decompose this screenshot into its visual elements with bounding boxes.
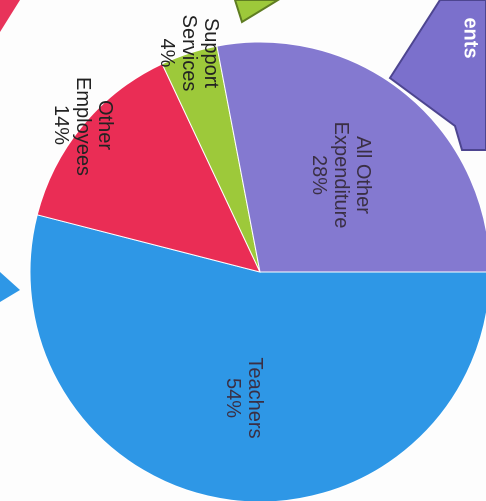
arrow-label: ents — [459, 17, 482, 59]
slice-label: Teachers 54% — [222, 333, 266, 463]
pie-slice — [29, 214, 486, 501]
category-label: All Other Expenditure — [329, 121, 374, 228]
value-label: 4% — [155, 38, 178, 68]
arrow-shape — [233, 0, 280, 24]
slice-label: Other Employees 14% — [49, 77, 116, 177]
category-label: Support Services — [177, 14, 222, 92]
arrow-shape — [0, 0, 20, 32]
category-label: Other Employees — [71, 77, 116, 177]
value-label: 54% — [222, 377, 245, 418]
arrow-shape — [0, 272, 20, 302]
slice-label: All Other Expenditure 28% — [308, 110, 374, 240]
pie-slice — [216, 41, 486, 273]
value-label: 28% — [307, 154, 330, 195]
pie-slice — [36, 63, 261, 273]
arrow-shape — [388, 0, 486, 151]
slice-label: Support Services 4% — [156, 5, 222, 101]
value-label: 14% — [49, 105, 72, 146]
category-label: Teachers — [244, 356, 267, 439]
